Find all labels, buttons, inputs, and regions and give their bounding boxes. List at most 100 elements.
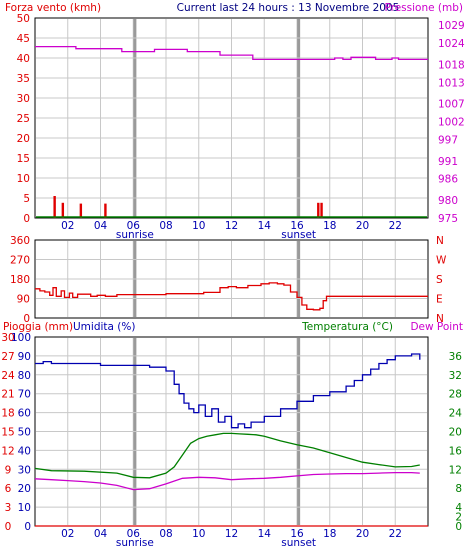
humidity-tick-label-30: 30 <box>18 464 31 476</box>
humidity-tick-label-100: 100 <box>11 332 31 344</box>
time-tick-label-20-panel3: 20 <box>356 528 369 540</box>
rain-tick-label-27: 27 <box>1 351 14 363</box>
time-tick-label-10-panel1: 10 <box>192 220 205 232</box>
wind-speed-tick-label-25: 25 <box>17 113 30 125</box>
sunset-label-panel3: sunset <box>281 537 316 549</box>
humidity-tick-label-50: 50 <box>18 427 31 439</box>
time-tick-label-02-panel3: 02 <box>61 528 74 540</box>
direction-tick-label-90: 90 <box>17 294 30 306</box>
humidity-tick-label-70: 70 <box>18 389 31 401</box>
wind-speed-bar-6 <box>320 202 323 218</box>
direction-tick-label-270: 270 <box>10 255 30 267</box>
pressure-tick-label-980: 980 <box>438 195 458 207</box>
time-tick-label-16-panel3: 16 <box>290 528 304 540</box>
wind-speed-bar-3 <box>79 203 83 218</box>
wind-speed-bar-5 <box>317 202 320 218</box>
pressure-tick-label-1018: 1018 <box>438 59 465 71</box>
rain-tick-label-24: 24 <box>1 370 15 382</box>
temperature-tick-label-4: 4 <box>455 502 462 514</box>
temperature-tick-label-16: 16 <box>449 445 463 457</box>
time-tick-label-18-panel1: 18 <box>323 220 336 232</box>
time-tick-label-08-panel3: 08 <box>159 528 172 540</box>
wind-speed-tick-label-50: 50 <box>17 13 30 25</box>
time-tick-label-22-panel1: 22 <box>389 220 402 232</box>
humidity-tick-label-0: 0 <box>24 521 31 533</box>
time-tick-label-22-panel3: 22 <box>389 528 402 540</box>
wind-speed-tick-label-40: 40 <box>17 53 30 65</box>
direction-tick-label-0: 0 <box>23 313 30 325</box>
temperature-tick-label-8: 8 <box>455 483 462 495</box>
wind-speed-tick-label-15: 15 <box>17 153 30 165</box>
dew-point-axis-title: Dew Point <box>410 321 463 333</box>
temperatura-line <box>34 432 420 479</box>
rain-tick-label-18: 18 <box>1 408 14 420</box>
wind-speed-tick-label-20: 20 <box>17 133 30 145</box>
wind-speed-tick-label-5: 5 <box>23 193 30 205</box>
chart-title: Current last 24 hours : 13 Novembre 2005 <box>177 2 400 14</box>
time-tick-label-08-panel1: 08 <box>159 220 172 232</box>
wind-speed-tick-label-0: 0 <box>23 213 30 225</box>
compass-label-W-1: W <box>436 255 447 267</box>
wind-speed-tick-label-30: 30 <box>17 93 30 105</box>
wind-speed-tick-label-45: 45 <box>17 33 30 45</box>
rain-tick-label-6: 6 <box>5 483 12 495</box>
rain-tick-label-15: 15 <box>1 427 14 439</box>
compass-label-S-2: S <box>436 274 443 286</box>
pressure-tick-label-1024: 1024 <box>438 38 465 50</box>
umidita-line <box>35 353 421 429</box>
temperature-tick-label-2: 2 <box>455 512 462 524</box>
pressure-line <box>35 45 428 61</box>
rain-axis-title: Pioggia (mm) <box>3 321 73 333</box>
humidity-tick-label-80: 80 <box>18 370 31 382</box>
time-tick-label-06-panel1: 06 <box>127 220 141 232</box>
time-tick-label-18-panel3: 18 <box>323 528 336 540</box>
pressure-tick-label-1029: 1029 <box>438 20 465 32</box>
sunrise-label-panel1: sunrise <box>116 229 154 241</box>
wind-speed-tick-label-35: 35 <box>17 73 30 85</box>
humidity-tick-label-60: 60 <box>18 408 31 420</box>
sunrise-label-panel3: sunrise <box>116 537 154 549</box>
wind-direction-line <box>35 282 428 311</box>
time-tick-label-10-panel3: 10 <box>192 528 205 540</box>
temperature-tick-label-32: 32 <box>449 370 462 382</box>
pressure-title: Pressione (mb) <box>384 2 463 14</box>
humidity-axis-title: Umidita (%) <box>73 321 135 333</box>
temperature-tick-label-12: 12 <box>449 464 462 476</box>
time-tick-label-02-panel1: 02 <box>61 220 74 232</box>
time-tick-label-04-panel3: 04 <box>94 528 108 540</box>
direction-tick-label-360: 360 <box>10 235 30 247</box>
time-tick-label-06-panel3: 06 <box>127 528 141 540</box>
wind-speed-bar-1 <box>53 196 56 218</box>
compass-label-N-0: N <box>436 235 444 247</box>
pressure-tick-label-1007: 1007 <box>438 99 465 111</box>
sunset-label-panel1: sunset <box>281 229 316 241</box>
pressure-tick-label-975: 975 <box>438 213 458 225</box>
dew-point-line <box>34 471 420 491</box>
humidity-tick-label-10: 10 <box>18 502 31 514</box>
rain-tick-label-9: 9 <box>5 464 12 476</box>
pressure-tick-label-1002: 1002 <box>438 117 465 129</box>
compass-label-E-3: E <box>436 294 443 306</box>
time-tick-label-04-panel1: 04 <box>94 220 108 232</box>
rain-tick-label-0: 0 <box>5 521 12 533</box>
rain-tick-label-21: 21 <box>1 389 14 401</box>
time-tick-label-12-panel1: 12 <box>225 220 238 232</box>
wind-speed-bar-4 <box>104 203 107 218</box>
humidity-tick-label-20: 20 <box>18 483 31 495</box>
pressure-tick-label-1013: 1013 <box>438 77 465 89</box>
wind-speed-tick-label-10: 10 <box>17 173 30 185</box>
temperature-tick-label-28: 28 <box>449 389 462 401</box>
rain-tick-label-12: 12 <box>1 445 14 457</box>
time-tick-label-16-panel1: 16 <box>290 220 304 232</box>
humidity-tick-label-40: 40 <box>18 445 31 457</box>
rain-tick-label-30: 30 <box>1 332 14 344</box>
time-tick-label-12-panel3: 12 <box>225 528 238 540</box>
temperature-tick-label-36: 36 <box>449 351 463 363</box>
direction-tick-label-180: 180 <box>10 274 30 286</box>
wind-speed-title: Forza vento (kmh) <box>5 2 101 14</box>
time-tick-label-14-panel3: 14 <box>258 528 272 540</box>
humidity-tick-label-90: 90 <box>18 351 31 363</box>
temperature-tick-label-24: 24 <box>449 408 463 420</box>
